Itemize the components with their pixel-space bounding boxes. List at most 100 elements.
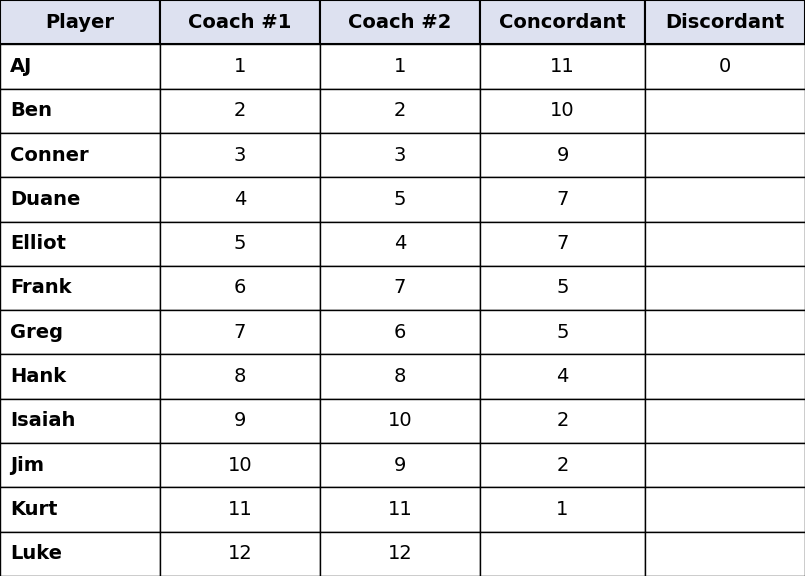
Bar [645, 354, 805, 399]
Bar [0, 266, 160, 310]
Text: Concordant: Concordant [499, 13, 625, 32]
Text: 2: 2 [556, 456, 568, 475]
Bar [160, 177, 320, 222]
Text: 10: 10 [550, 101, 575, 120]
Bar [320, 222, 480, 266]
Bar [160, 44, 320, 89]
Text: Frank: Frank [10, 279, 72, 297]
Bar [160, 133, 320, 177]
Bar [160, 532, 320, 576]
Bar [645, 89, 805, 133]
Bar [0, 0, 160, 44]
Text: 1: 1 [394, 57, 407, 76]
Bar [645, 0, 805, 44]
Text: Coach #1: Coach #1 [188, 13, 291, 32]
Text: 6: 6 [233, 279, 246, 297]
Text: 2: 2 [233, 101, 246, 120]
Bar [645, 532, 805, 576]
Text: Greg: Greg [10, 323, 63, 342]
Text: Coach #2: Coach #2 [349, 13, 452, 32]
Bar [320, 354, 480, 399]
Text: 6: 6 [394, 323, 407, 342]
Bar [0, 44, 160, 89]
Bar [480, 177, 645, 222]
Bar [0, 133, 160, 177]
Bar [160, 266, 320, 310]
Bar [645, 44, 805, 89]
Bar [480, 487, 645, 532]
Text: 8: 8 [394, 367, 407, 386]
Bar [320, 310, 480, 354]
Bar [480, 532, 645, 576]
Text: 1: 1 [233, 57, 246, 76]
Text: Player: Player [46, 13, 114, 32]
Text: Ben: Ben [10, 101, 52, 120]
Text: 8: 8 [233, 367, 246, 386]
Text: 4: 4 [394, 234, 407, 253]
Text: 5: 5 [394, 190, 407, 209]
Bar [480, 266, 645, 310]
Text: 10: 10 [228, 456, 252, 475]
Text: AJ: AJ [10, 57, 32, 76]
Text: 2: 2 [556, 411, 568, 430]
Text: 7: 7 [394, 279, 407, 297]
Text: Jim: Jim [10, 456, 44, 475]
Text: 3: 3 [394, 146, 407, 165]
Bar [0, 310, 160, 354]
Bar [0, 222, 160, 266]
Text: 11: 11 [388, 500, 412, 519]
Bar [0, 487, 160, 532]
Bar [480, 222, 645, 266]
Bar [320, 443, 480, 487]
Text: 7: 7 [556, 234, 568, 253]
Text: 9: 9 [394, 456, 407, 475]
Text: 5: 5 [556, 323, 569, 342]
Bar [160, 89, 320, 133]
Bar [160, 354, 320, 399]
Text: 2: 2 [394, 101, 407, 120]
Bar [320, 487, 480, 532]
Text: 9: 9 [233, 411, 246, 430]
Bar [480, 443, 645, 487]
Text: Discordant: Discordant [666, 13, 785, 32]
Bar [0, 177, 160, 222]
Bar [160, 399, 320, 443]
Text: 12: 12 [228, 544, 253, 563]
Bar [160, 0, 320, 44]
Bar [320, 0, 480, 44]
Text: Elliot: Elliot [10, 234, 66, 253]
Bar [320, 177, 480, 222]
Text: Kurt: Kurt [10, 500, 57, 519]
Bar [645, 443, 805, 487]
Bar [0, 532, 160, 576]
Text: Luke: Luke [10, 544, 62, 563]
Text: 7: 7 [233, 323, 246, 342]
Text: Duane: Duane [10, 190, 80, 209]
Bar [480, 310, 645, 354]
Bar [645, 222, 805, 266]
Bar [480, 0, 645, 44]
Bar [645, 177, 805, 222]
Bar [160, 222, 320, 266]
Bar [320, 44, 480, 89]
Bar [320, 532, 480, 576]
Bar [0, 399, 160, 443]
Bar [0, 89, 160, 133]
Bar [160, 310, 320, 354]
Text: 7: 7 [556, 190, 568, 209]
Text: Isaiah: Isaiah [10, 411, 76, 430]
Text: 4: 4 [233, 190, 246, 209]
Bar [480, 399, 645, 443]
Bar [160, 487, 320, 532]
Text: 9: 9 [556, 146, 568, 165]
Text: 10: 10 [388, 411, 412, 430]
Bar [480, 44, 645, 89]
Bar [645, 266, 805, 310]
Bar [320, 399, 480, 443]
Bar [0, 443, 160, 487]
Text: Conner: Conner [10, 146, 89, 165]
Bar [320, 89, 480, 133]
Text: 5: 5 [233, 234, 246, 253]
Bar [480, 89, 645, 133]
Bar [645, 310, 805, 354]
